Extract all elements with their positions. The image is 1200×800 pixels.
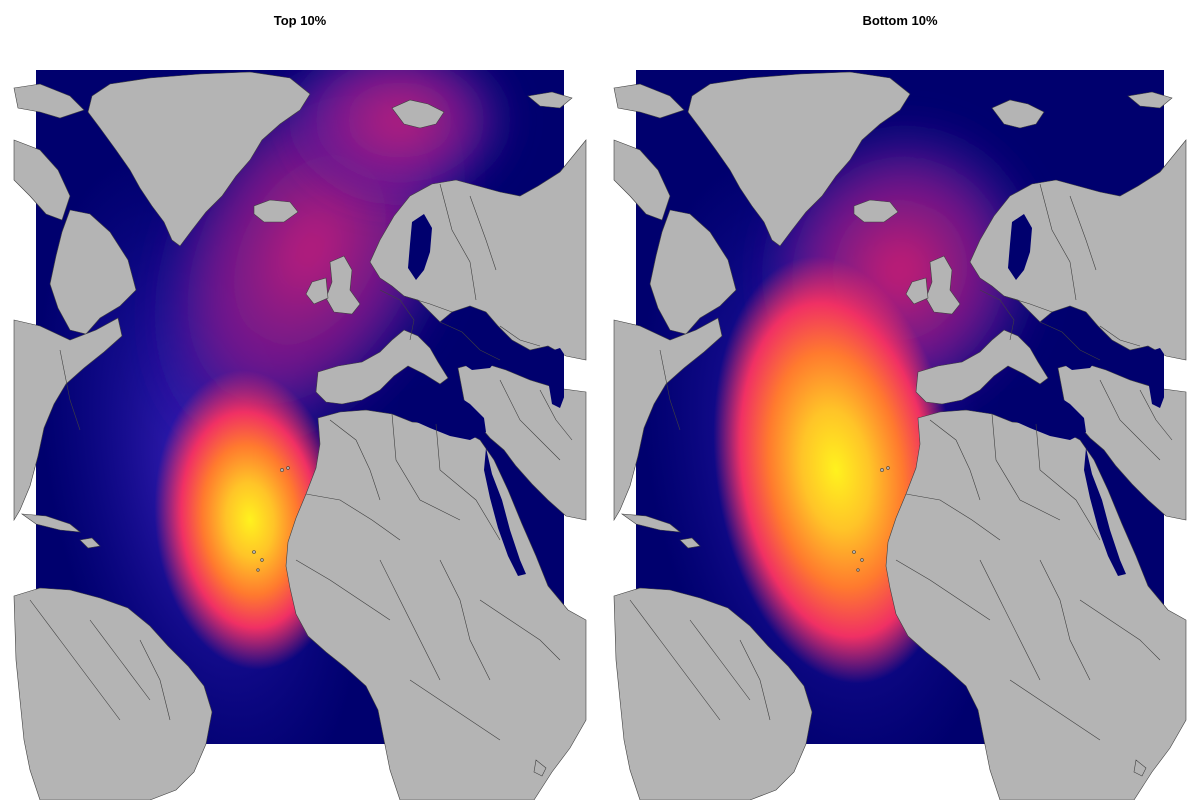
panel-title-top: Top 10% (273, 13, 327, 28)
map-panel-bottom: Bottom 10% (600, 0, 1200, 800)
heatmap-bottom (613, 70, 1187, 800)
map-panel-top: Top 10% (13, 13, 587, 800)
heatmap-top (13, 70, 587, 800)
panel-title-bottom: Bottom 10% (862, 13, 938, 28)
